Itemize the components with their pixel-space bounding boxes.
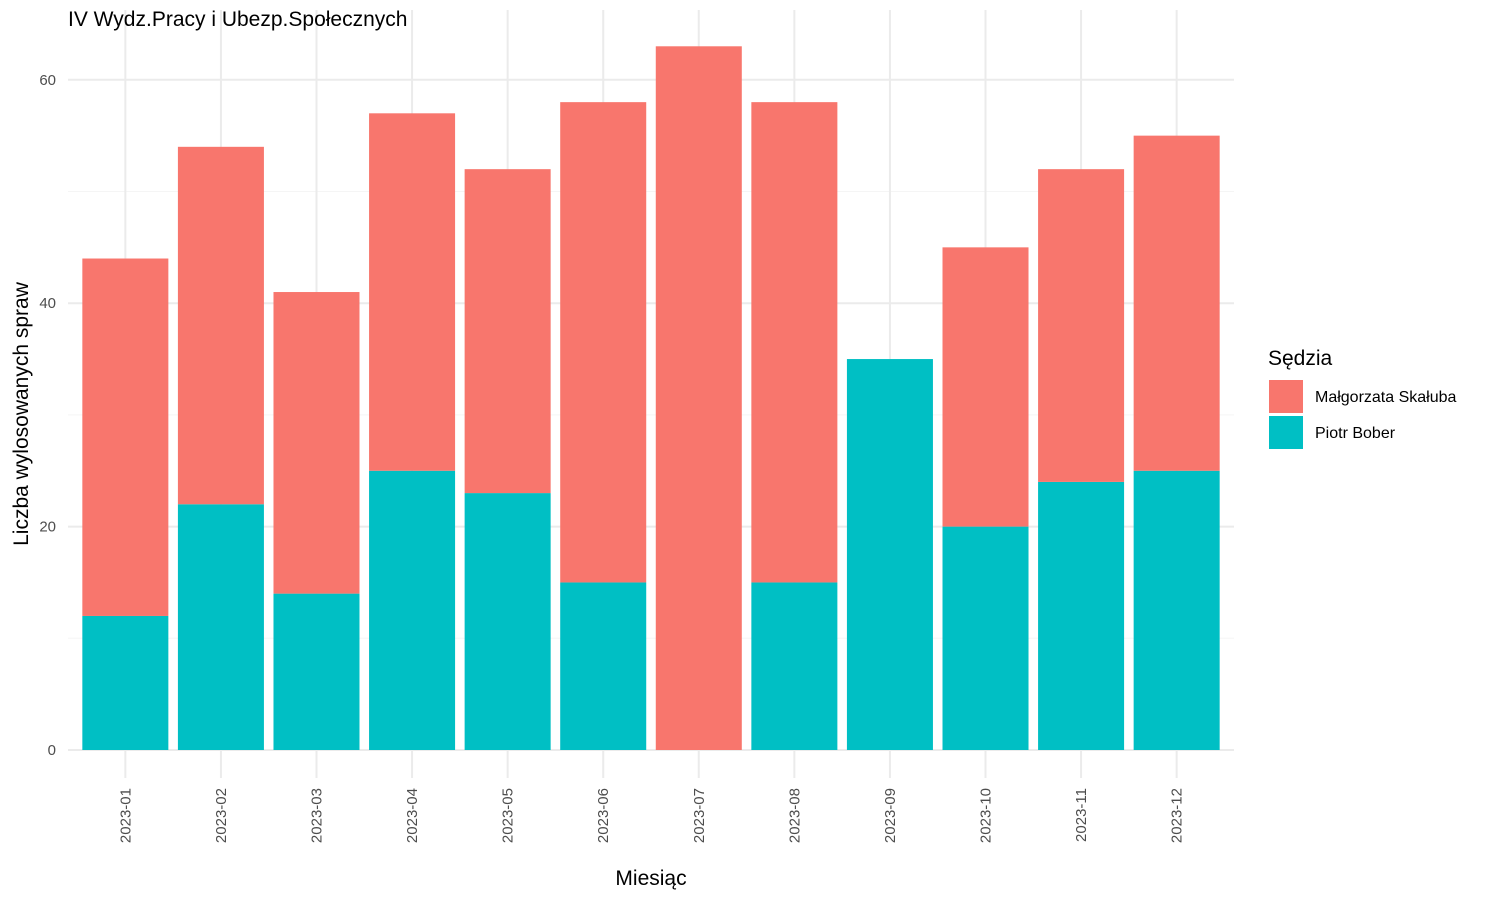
bar-segment xyxy=(942,526,1029,750)
y-tick-label: 0 xyxy=(48,742,56,759)
bar-segment xyxy=(82,258,169,616)
chart-title: IV Wydz.Pracy i Ubezp.Społecznych xyxy=(68,8,407,31)
legend-label: Małgorzata Skałuba xyxy=(1315,389,1457,406)
bar-segment xyxy=(1038,169,1125,482)
x-tick-label: 2023-08 xyxy=(786,788,803,843)
x-axis-ticks: 2023-01 2023-02 2023-03 2023-04 2023-05 2023-… xyxy=(117,788,1185,843)
bar-segment xyxy=(655,46,742,751)
legend-key xyxy=(1269,380,1303,413)
bar-segment xyxy=(560,102,647,583)
bar-segment xyxy=(1133,135,1220,471)
bar-segment xyxy=(369,470,456,750)
bar-segment xyxy=(560,582,647,750)
bar-segment xyxy=(464,169,551,494)
x-tick-label: 2023-02 xyxy=(213,788,230,843)
legend: Sędzia Małgorzata Skałuba Piotr Bober xyxy=(1268,347,1457,449)
bar-segment xyxy=(82,615,169,750)
y-axis-title: Liczba wylosowanych spraw xyxy=(10,281,33,546)
x-tick-label: 2023-01 xyxy=(117,788,134,843)
x-tick-label: 2023-03 xyxy=(308,788,325,843)
bar-segment xyxy=(751,582,838,750)
x-tick-label: 2023-07 xyxy=(691,788,708,843)
legend-label: Piotr Bober xyxy=(1315,425,1396,442)
y-axis-ticks: 0 20 40 60 xyxy=(39,72,56,759)
bar-segment xyxy=(369,113,456,471)
x-tick-label: 2023-09 xyxy=(882,788,899,843)
y-tick-label: 60 xyxy=(39,72,56,89)
legend-items: Małgorzata Skałuba Piotr Bober xyxy=(1269,380,1457,449)
legend-title: Sędzia xyxy=(1268,347,1333,370)
bar-segment xyxy=(1133,470,1220,750)
x-tick-label: 2023-04 xyxy=(404,788,421,843)
bar-segment xyxy=(464,493,551,750)
x-tick-label: 2023-12 xyxy=(1169,788,1186,843)
x-tick-label: 2023-05 xyxy=(500,788,517,843)
x-tick-label: 2023-10 xyxy=(978,788,995,843)
x-tick-label: 2023-11 xyxy=(1073,788,1090,842)
bar-segment xyxy=(942,247,1029,527)
bar-segment xyxy=(273,292,360,594)
y-tick-label: 20 xyxy=(39,519,56,536)
x-axis-title: Miesiąc xyxy=(615,867,686,890)
y-tick-label: 40 xyxy=(39,295,56,312)
bar-segment xyxy=(751,102,838,583)
bar-segment xyxy=(177,146,264,505)
bar-segment xyxy=(1038,481,1125,750)
bar-segment xyxy=(177,504,264,750)
bars xyxy=(82,46,1220,751)
x-tick-label: 2023-06 xyxy=(595,788,612,843)
bar-segment xyxy=(846,359,933,750)
bar-segment xyxy=(273,593,360,750)
legend-key xyxy=(1269,416,1303,449)
